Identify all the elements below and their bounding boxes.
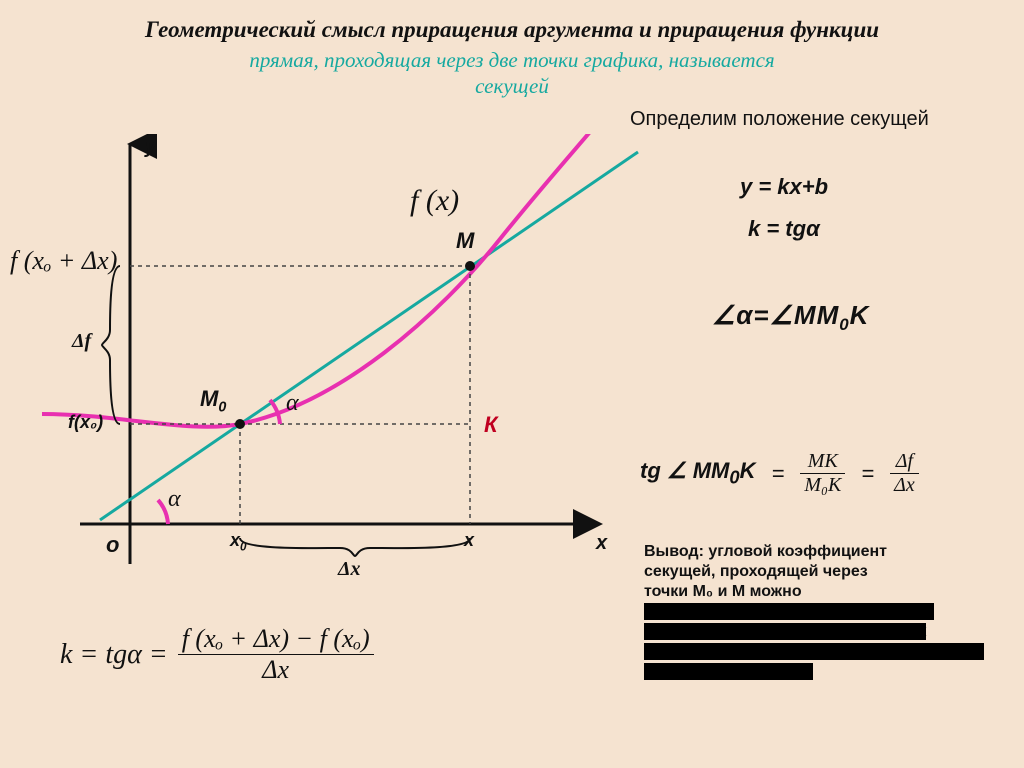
side-note: Определим положение секущей (630, 108, 950, 131)
bottom-lhs: k = tgα = (60, 639, 168, 671)
angle-arc-axis (158, 500, 168, 524)
label-alpha-axis: α (168, 486, 181, 513)
garbled-text-2: найти как отношение Δf к Δx₀; равен отно… (644, 603, 984, 680)
frac-mk-mok: MK M₀K (800, 450, 845, 497)
label-x0: x0 (230, 530, 247, 554)
label-x-on-axis: x (464, 530, 474, 551)
label-m: M (456, 228, 474, 254)
frac-df-dx: Δf Δx (890, 450, 919, 497)
point-m (465, 261, 475, 271)
equals-1: = (765, 461, 790, 487)
brace-df (102, 266, 120, 424)
tg-ratio-row: tg ∠ MM0K = MK M₀K = Δf Δx (640, 450, 919, 497)
label-fx: f (x) (410, 184, 459, 218)
subtitle-line-2: секущей (60, 73, 964, 99)
label-df: Δf (72, 330, 91, 353)
label-k: К (484, 412, 498, 438)
label-fx0: f(x₀) (68, 412, 103, 433)
secant-line (100, 152, 638, 520)
label-alpha-m0: α (286, 390, 299, 417)
origin-label: o (106, 532, 119, 558)
equals-2: = (855, 461, 880, 487)
bottom-formula: k = tgα = f (xₒ + Δx) − f (xₒ) Δx (60, 624, 374, 685)
eq-k-tg-alpha: k = tgα (748, 216, 820, 242)
axis-label-x: x (596, 532, 607, 555)
brace-dx (240, 538, 470, 556)
conclusion-block: Вывод: угловой коэффициент секущей, прох… (644, 542, 1004, 682)
angle-arc-m0 (270, 400, 280, 424)
subtitle: прямая, проходящая через две точки графи… (0, 47, 1024, 100)
main-title: Геометрический смысл приращения аргумент… (0, 16, 1024, 45)
eq-y-kx-b: y = kx+b (740, 174, 828, 200)
function-curve (42, 134, 595, 427)
point-m0 (235, 419, 245, 429)
bottom-frac: f (xₒ + Δx) − f (xₒ) Δx (178, 624, 374, 685)
tg-label: tg ∠ MM0K (640, 458, 755, 488)
axis-label-y: y (145, 136, 156, 159)
eq-angle-equality: ∠α=∠MM0K (712, 300, 869, 335)
chart-svg (40, 134, 640, 584)
vyvod-label: Вывод: (644, 543, 704, 560)
subtitle-line-1: прямая, проходящая через две точки графи… (60, 47, 964, 73)
garbled-text-1: точки M₀ и M можно (644, 583, 802, 600)
chart-region: f (x) f (xₒ + Δx) y x o M M0 К α α Δf Δx… (40, 134, 640, 584)
label-dx: Δx (338, 558, 361, 581)
label-fx0dx: f (xₒ + Δx) (10, 246, 117, 276)
label-m0: M0 (200, 386, 226, 415)
